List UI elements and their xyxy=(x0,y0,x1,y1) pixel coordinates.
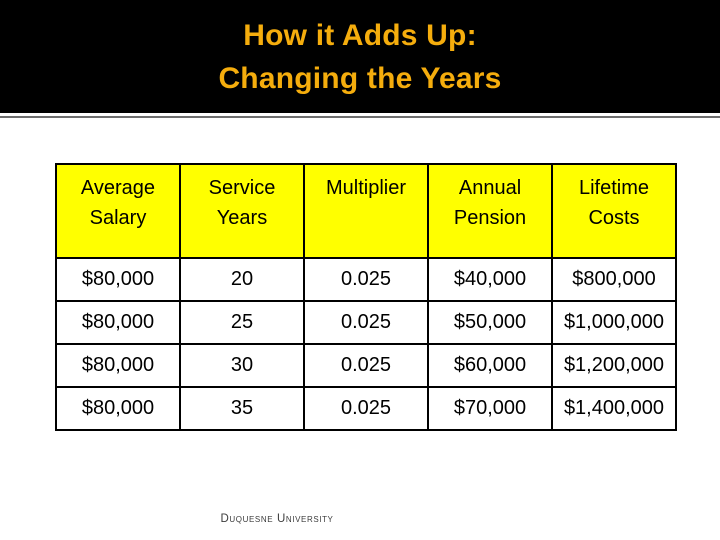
table-row: $80,000 25 0.025 $50,000 $1,000,000 xyxy=(55,300,677,345)
cell-lifetime-costs: $1,200,000 xyxy=(551,343,677,388)
cell-annual-pension: $40,000 xyxy=(427,257,553,302)
col-header-service-years: Service Years xyxy=(179,163,305,259)
table-header-row: Average Salary Service Years Multiplier … xyxy=(55,163,677,259)
cell-multiplier: 0.025 xyxy=(303,257,429,302)
col-header-average-salary: Average Salary xyxy=(55,163,181,259)
col-header-multiplier: Multiplier xyxy=(303,163,429,259)
title-banner: How it Adds Up: Changing the Years xyxy=(0,0,720,113)
cell-multiplier: 0.025 xyxy=(303,300,429,345)
header-divider-rule xyxy=(0,116,720,118)
cell-service-years: 30 xyxy=(179,343,305,388)
cell-multiplier: 0.025 xyxy=(303,343,429,388)
cell-lifetime-costs: $800,000 xyxy=(551,257,677,302)
footer-university-name: Duquesne University xyxy=(220,513,334,525)
cell-service-years: 25 xyxy=(179,300,305,345)
cell-average-salary: $80,000 xyxy=(55,257,181,302)
pension-table: Average Salary Service Years Multiplier … xyxy=(55,163,677,431)
cell-average-salary: $80,000 xyxy=(55,300,181,345)
col-header-annual-pension: Annual Pension xyxy=(427,163,553,259)
cell-lifetime-costs: $1,000,000 xyxy=(551,300,677,345)
cell-service-years: 20 xyxy=(179,257,305,302)
cell-multiplier: 0.025 xyxy=(303,386,429,431)
cell-annual-pension: $70,000 xyxy=(427,386,553,431)
slide-title-line2: Changing the Years xyxy=(218,61,502,95)
cell-annual-pension: $60,000 xyxy=(427,343,553,388)
col-header-lifetime-costs: Lifetime Costs xyxy=(551,163,677,259)
cell-service-years: 35 xyxy=(179,386,305,431)
table-row: $80,000 30 0.025 $60,000 $1,200,000 xyxy=(55,343,677,388)
cell-average-salary: $80,000 xyxy=(55,343,181,388)
table-row: $80,000 35 0.025 $70,000 $1,400,000 xyxy=(55,386,677,431)
cell-annual-pension: $50,000 xyxy=(427,300,553,345)
cell-lifetime-costs: $1,400,000 xyxy=(551,386,677,431)
table-row: $80,000 20 0.025 $40,000 $800,000 xyxy=(55,257,677,302)
slide-title-line1: How it Adds Up: xyxy=(243,18,477,52)
cell-average-salary: $80,000 xyxy=(55,386,181,431)
